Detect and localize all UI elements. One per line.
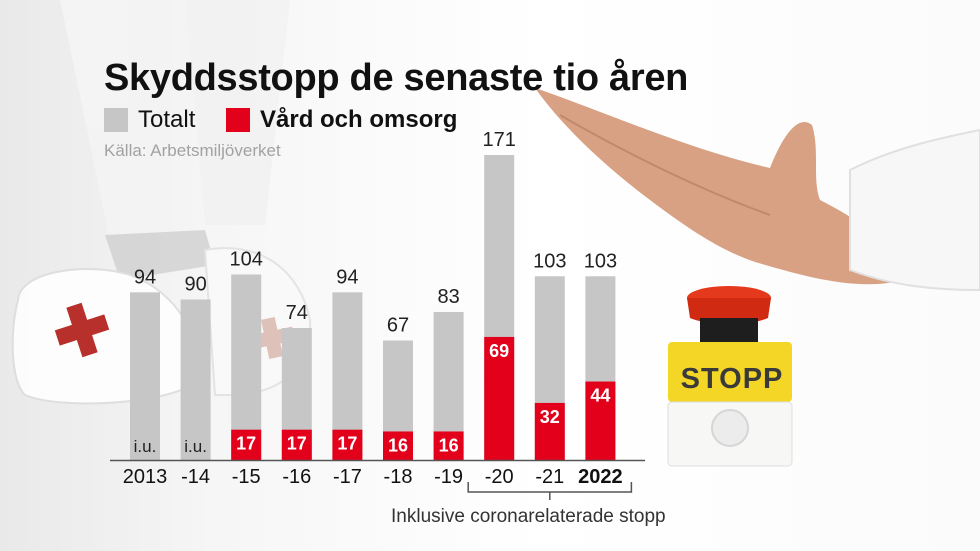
label-total-5: 67 (387, 314, 409, 336)
label-total-8: 103 (533, 250, 566, 272)
bar-care-4 (332, 429, 363, 460)
legend-label-care: Vård och omsorg (260, 106, 458, 133)
label-total-9: 103 (584, 250, 617, 272)
tick-label-3: -16 (282, 466, 311, 488)
tick-label-2: -15 (232, 466, 261, 488)
tick-label-7: -20 (485, 466, 514, 488)
legend-swatch-total (104, 108, 128, 132)
label-care-4: 17 (337, 434, 357, 454)
label-care-3: 17 (287, 434, 307, 454)
red-cross-icon (54, 302, 110, 358)
tick-label-4: -17 (333, 466, 362, 488)
label-care-9: 44 (590, 386, 610, 406)
chart-title: Skyddsstopp de senaste tio åren (104, 57, 689, 99)
label-care-7: 69 (489, 341, 509, 361)
label-total-1: 90 (184, 273, 206, 295)
legend-label-total: Totalt (138, 106, 196, 133)
label-total-6: 83 (437, 286, 459, 308)
label-total-2: 104 (230, 249, 263, 271)
bracket-line (467, 482, 633, 500)
bar-care-5 (383, 431, 413, 460)
label-care-8: 32 (540, 407, 560, 427)
tick-label-8: -21 (535, 466, 564, 488)
label-missing-0: i.u. (134, 437, 157, 456)
bar-total-1 (180, 299, 211, 460)
label-total-7: 171 (483, 129, 516, 151)
bar-total-0 (130, 292, 160, 460)
label-total-4: 94 (336, 266, 358, 288)
bar-care-6 (433, 431, 464, 460)
tick-label-5: -18 (384, 466, 413, 488)
source-text: Källa: Arbetsmiljöverket (104, 141, 281, 160)
tick-label-0: 2013 (123, 466, 168, 488)
legend-care: Vård och omsorg (226, 106, 458, 133)
bracket-note: Inklusive coronarelaterade stopp (391, 506, 666, 527)
label-missing-1: i.u. (184, 437, 207, 456)
bar-care-9 (585, 381, 616, 460)
hand-icon (535, 88, 980, 292)
tick-label-1: -14 (181, 466, 210, 488)
stop-button-label: STOPP (681, 363, 784, 395)
bar-total-2 (231, 274, 262, 460)
legend-total: Totalt (104, 106, 196, 133)
tick-label-6: -19 (434, 466, 463, 488)
label-care-5: 16 (388, 435, 408, 455)
bar-care-8 (534, 402, 565, 460)
label-total-0: 94 (134, 266, 156, 288)
label-total-3: 74 (286, 302, 308, 324)
bar-care-2 (231, 429, 262, 460)
label-care-6: 16 (439, 435, 459, 455)
bar-care-7 (484, 336, 515, 460)
bar-care-3 (281, 429, 312, 460)
label-care-2: 17 (236, 434, 256, 454)
stop-button-icon (667, 286, 793, 467)
legend-swatch-care (226, 108, 250, 132)
tick-label-9: 2022 (578, 466, 623, 488)
